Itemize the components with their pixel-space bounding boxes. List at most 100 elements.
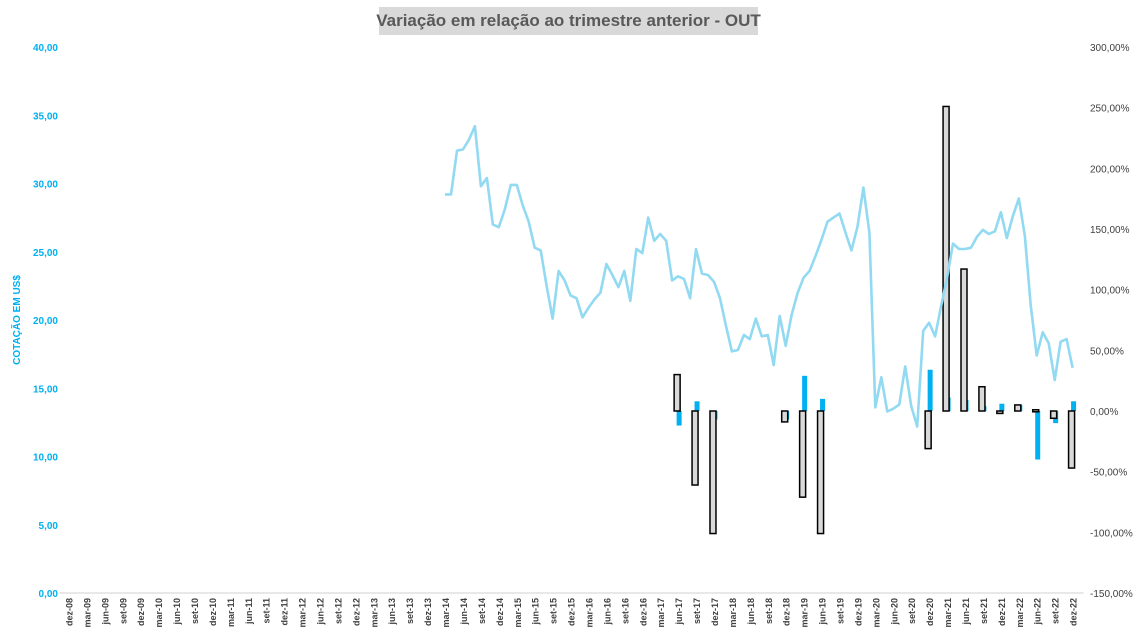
bar-jun-19 [820,398,826,411]
left-tick-label: 35,00 [33,111,58,122]
x-tick-label: set-18 [764,598,774,624]
bar-dez-20 [927,369,933,411]
y-axis-label: COTAÇÃO EM US$ [10,275,23,365]
price-line-layer [445,124,1074,428]
right-tick-label: 0,00% [1090,407,1118,418]
right-tick-label: 300,00% [1090,43,1130,54]
x-tick-label: jun-14 [459,598,469,626]
right-axis-ticks: -150,00% -100,00% -50,00% 0,00% 50,00% 100,00… [1090,43,1133,600]
x-tick-label: dez-20 [925,598,935,626]
x-tick-label: mar-19 [800,598,810,628]
box-series [673,105,1076,535]
x-tick-label: jun-09 [100,598,110,626]
left-tick-label: 25,00 [33,248,58,259]
x-tick-label: dez-16 [638,598,648,626]
box-jun-19 [816,410,825,535]
right-tick-label: 50,00% [1090,346,1124,357]
x-axis-ticks: dez-08 mar-09 jun-09 set-09 dez-09 mar-10 jun-… [65,598,1079,628]
left-tick-label: 0,00 [39,589,59,600]
x-tick-label: dez-18 [782,598,792,626]
bar-jun-17 [676,411,682,426]
x-tick-label: set-14 [477,598,487,624]
x-tick-label: mar-14 [441,598,451,628]
x-tick-label: set-13 [405,598,415,624]
x-tick-label: jun-12 [316,598,326,626]
box-set-17 [691,410,699,486]
x-tick-label: set-09 [118,598,128,624]
x-tick-label: dez-09 [136,598,146,626]
x-tick-label: mar-16 [584,598,594,628]
x-tick-label: jun-20 [889,598,899,626]
x-tick-label: dez-21 [997,598,1007,626]
x-tick-label: mar-20 [871,598,881,628]
x-tick-label: dez-22 [1069,598,1079,626]
price-line [445,124,1074,428]
box-dez-20 [924,410,932,450]
box-set-21 [978,385,986,412]
right-tick-label: 150,00% [1090,225,1130,236]
x-tick-label: jun-21 [961,598,971,626]
x-tick-label: set-17 [692,598,702,624]
x-tick-label: jun-22 [1033,598,1043,626]
right-tick-label: -50,00% [1090,468,1127,479]
chart-title: Variação em relação ao trimestre anterio… [376,11,761,30]
x-tick-label: set-19 [835,598,845,624]
right-tick-label: 100,00% [1090,286,1130,297]
x-tick-label: mar-15 [513,598,523,628]
left-tick-label: 40,00 [33,43,58,54]
bar-dez-21 [999,403,1005,411]
x-tick-label: mar-10 [154,598,164,628]
box-mar-19 [798,410,807,498]
x-tick-label: dez-17 [710,598,720,626]
x-tick-label: jun-10 [172,598,182,626]
x-tick-label: jun-15 [531,598,541,626]
bar-dez-22 [1071,401,1077,411]
box-dez-21 [996,410,1004,415]
right-tick-label: -100,00% [1090,528,1133,539]
x-tick-label: dez-10 [208,598,218,626]
box-dez-22 [1067,410,1076,469]
bar-mar-19 [802,375,808,411]
box-jun-21 [960,268,968,412]
x-tick-label: set-10 [190,598,200,624]
x-tick-label: dez-14 [495,598,505,626]
x-tick-label: dez-13 [423,598,433,626]
box-mar-21 [942,105,950,412]
x-tick-label: set-11 [262,598,272,624]
box-dez-18 [780,410,789,423]
x-tick-label: mar-21 [943,598,953,628]
left-tick-label: 20,00 [33,316,58,327]
right-tick-label: -150,00% [1090,589,1133,600]
x-tick-label: set-22 [1051,598,1061,624]
x-tick-label: dez-15 [567,598,577,626]
box-set-22 [1049,410,1058,420]
x-tick-label: jun-16 [602,598,612,626]
x-tick-label: jun-18 [746,598,756,626]
x-tick-label: mar-11 [226,598,236,627]
x-tick-label: mar-17 [656,598,666,628]
x-tick-label: set-15 [549,598,559,624]
right-tick-label: 250,00% [1090,104,1130,115]
bar-set-17 [694,401,700,411]
x-tick-label: jun-17 [674,598,684,626]
box-mar-22 [1014,404,1022,412]
left-tick-label: 10,00 [33,453,58,464]
x-tick-label: mar-09 [82,598,92,628]
x-tick-label: set-12 [333,598,343,624]
x-tick-label: jun-13 [387,598,397,626]
x-tick-label: dez-11 [280,598,290,626]
x-tick-label: mar-13 [369,598,379,628]
box-dez-17 [709,410,717,535]
bar-jun-22 [1035,411,1041,460]
x-tick-label: dez-08 [65,598,75,626]
x-tick-label: set-16 [620,598,630,624]
x-tick-label: mar-12 [298,598,308,628]
x-tick-label: set-20 [907,598,917,624]
x-tick-label: mar-18 [728,598,738,628]
left-tick-label: 30,00 [33,180,58,191]
x-tick-label: jun-11 [244,598,254,625]
box-jun-22 [1031,409,1040,413]
left-tick-label: 5,00 [39,521,59,532]
x-tick-label: dez-12 [351,598,361,626]
